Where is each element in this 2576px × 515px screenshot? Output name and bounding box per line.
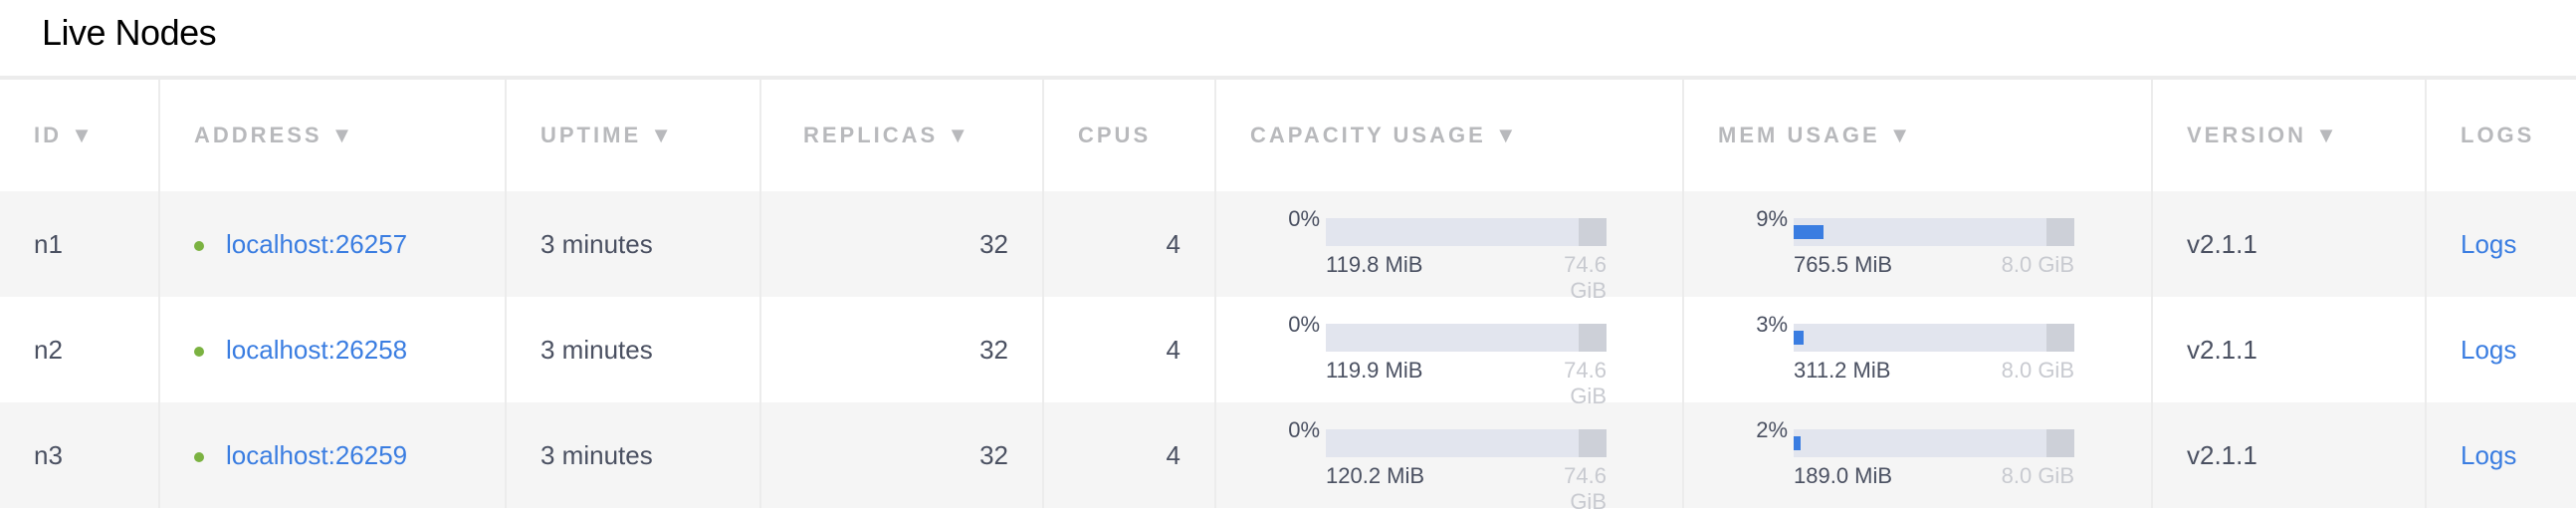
col-version[interactable]: VERSION ▼ [2151, 80, 2426, 191]
node-uptime: 3 minutes [505, 297, 760, 402]
table-row: n1 localhost:26257 3 minutes 32 4 0% 119… [0, 191, 2576, 303]
node-address-link[interactable]: localhost:26257 [226, 228, 408, 259]
mem-used: 765.5 MiB [1794, 252, 1893, 277]
node-replicas: 32 [759, 191, 1043, 297]
mem-bar-end [2046, 218, 2074, 246]
mem-used: 189.0 MiB [1794, 463, 1893, 488]
mem-bar-end [2046, 429, 2074, 457]
live-status-icon [194, 240, 204, 251]
node-replicas: 32 [759, 402, 1043, 508]
mem-percent: 3% [1756, 312, 1788, 337]
mem-bar [1794, 429, 2074, 457]
node-cpus: 4 [1042, 191, 1215, 297]
mem-usage: 2% 189.0 MiB 8.0 GiB [1682, 402, 2152, 508]
capacity-used: 119.8 MiB [1326, 252, 1423, 277]
node-id: n3 [0, 402, 159, 508]
node-cpus: 4 [1042, 402, 1215, 508]
live-status-icon [194, 346, 204, 357]
mem-total: 8.0 GiB [2001, 252, 2074, 277]
mem-bar-fill [1794, 436, 1801, 450]
logs-link[interactable]: Logs [2461, 228, 2517, 259]
mem-bar [1794, 218, 2074, 246]
capacity-percent: 0% [1288, 206, 1320, 231]
mem-percent: 9% [1756, 206, 1788, 231]
node-replicas: 32 [759, 297, 1043, 402]
capacity-bar-end [1579, 429, 1607, 457]
col-uptime[interactable]: UPTIME ▼ [505, 80, 760, 191]
logs-link[interactable]: Logs [2461, 334, 2517, 365]
live-status-icon [194, 451, 204, 462]
col-mem-usage[interactable]: MEM USAGE ▼ [1682, 80, 2152, 191]
col-cpus: CPUS [1042, 80, 1215, 191]
logs-link[interactable]: Logs [2461, 439, 2517, 470]
node-version: v2.1.1 [2151, 297, 2426, 402]
col-replicas[interactable]: REPLICAS ▼ [759, 80, 1043, 191]
mem-used: 311.2 MiB [1794, 358, 1891, 383]
capacity-bar [1326, 429, 1607, 457]
col-logs: LOGS [2425, 80, 2576, 191]
node-version: v2.1.1 [2151, 402, 2426, 508]
node-address-cell: localhost:26259 [158, 402, 506, 508]
nodes-table: ID ▼ ADDRESS ▼ UPTIME ▼ REPLICAS ▼ CPUS … [0, 80, 2576, 514]
table-header: ID ▼ ADDRESS ▼ UPTIME ▼ REPLICAS ▼ CPUS … [0, 80, 2576, 191]
node-address-cell: localhost:26257 [158, 191, 506, 297]
mem-bar-fill [1794, 225, 1825, 239]
capacity-bar [1326, 218, 1607, 246]
node-id: n2 [34, 334, 63, 365]
capacity-total: 74.6 GiB [1564, 358, 1607, 408]
col-address[interactable]: ADDRESS ▼ [158, 80, 506, 191]
table-row: n2 localhost:26258 3 minutes 32 4 0% 119… [0, 297, 2576, 408]
mem-usage: 9% 765.5 MiB 8.0 GiB [1682, 191, 2152, 297]
capacity-used: 120.2 MiB [1326, 463, 1425, 488]
logs-cell: Logs [2425, 297, 2576, 402]
node-uptime: 3 minutes [505, 402, 760, 508]
mem-usage: 3% 311.2 MiB 8.0 GiB [1682, 297, 2152, 402]
node-address-cell: localhost:26258 [158, 297, 506, 402]
node-cpus: 4 [1042, 297, 1215, 402]
mem-percent: 2% [1756, 417, 1788, 442]
mem-bar [1794, 324, 2074, 352]
capacity-total: 74.6 GiB [1564, 463, 1607, 514]
node-id: n1 [0, 191, 159, 297]
col-id[interactable]: ID ▼ [34, 123, 96, 147]
mem-bar-fill [1794, 331, 1805, 345]
mem-total: 8.0 GiB [2001, 358, 2074, 383]
capacity-total: 74.6 GiB [1564, 252, 1607, 303]
capacity-percent: 0% [1288, 312, 1320, 337]
capacity-usage: 0% 120.2 MiB 74.6 GiB [1214, 402, 1683, 514]
col-capacity-usage[interactable]: CAPACITY USAGE ▼ [1214, 80, 1683, 191]
capacity-used: 119.9 MiB [1326, 358, 1423, 383]
node-address-link[interactable]: localhost:26258 [226, 334, 408, 365]
capacity-bar-end [1579, 218, 1607, 246]
table-row: n3 localhost:26259 3 minutes 32 4 0% 120… [0, 402, 2576, 514]
mem-total: 8.0 GiB [2001, 463, 2074, 488]
node-address-link[interactable]: localhost:26259 [226, 439, 408, 470]
node-uptime: 3 minutes [505, 191, 760, 297]
capacity-bar-end [1579, 324, 1607, 352]
logs-cell: Logs [2425, 191, 2576, 297]
node-version: v2.1.1 [2151, 191, 2426, 297]
capacity-usage: 0% 119.9 MiB 74.6 GiB [1214, 297, 1683, 408]
capacity-bar [1326, 324, 1607, 352]
capacity-percent: 0% [1288, 417, 1320, 442]
mem-bar-end [2046, 324, 2074, 352]
page-title: Live Nodes [42, 12, 217, 53]
capacity-usage: 0% 119.8 MiB 74.6 GiB [1214, 191, 1683, 303]
logs-cell: Logs [2425, 402, 2576, 508]
divider [0, 76, 2576, 80]
